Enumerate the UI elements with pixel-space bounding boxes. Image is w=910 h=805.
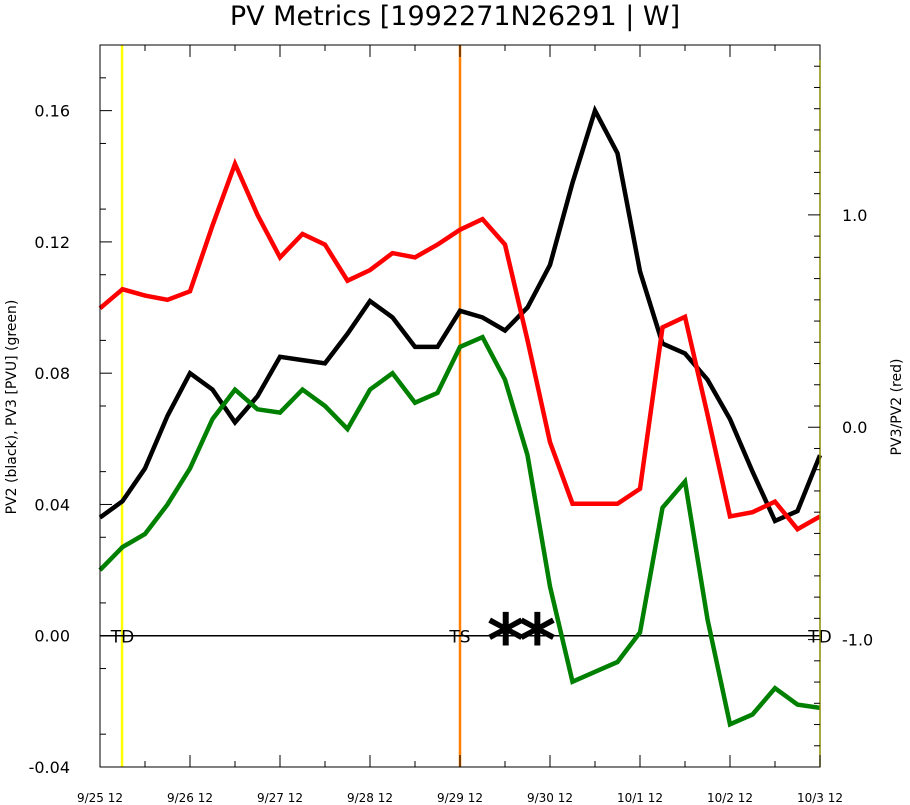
y-right-tick-label-1: 0.0 <box>842 418 867 437</box>
vertical-lines-layer <box>120 45 462 767</box>
pv3-line <box>98 334 821 728</box>
x-tick-label-0: 9/25 12 <box>77 791 123 805</box>
x-tick-label-5: 9/30 12 <box>527 791 573 805</box>
y-left-tick-label-3: 0.08 <box>34 364 70 383</box>
stage-label-0: TD <box>110 628 134 648</box>
axes-layer: -0.04 0.00 0.04 0.08 0.12 0.16 -1.0 0.0 1.0 9/25 … <box>29 45 873 805</box>
pv3-pv2-ratio-line <box>98 157 822 533</box>
y-left-tick-label-5: 0.16 <box>34 102 70 121</box>
y-axis-left-title: PV2 (black), PV3 [PVU] (green) <box>4 300 20 515</box>
y-axis-right-title: PV3/PV2 (red) <box>889 359 905 456</box>
y-right-tick-label-0: -1.0 <box>842 631 873 650</box>
x-tick-label-3: 9/28 12 <box>347 791 393 805</box>
asterisk-marker-0: ** <box>487 599 556 683</box>
x-tick-label-7: 10/2 12 <box>707 791 753 805</box>
y-left-tick-label-0: -0.04 <box>29 758 70 777</box>
series-layer <box>98 104 823 728</box>
y-left-tick-label-2: 0.04 <box>34 495 70 514</box>
y-right-tick-label-2: 1.0 <box>842 206 867 225</box>
x-tick-label-6: 10/1 12 <box>617 791 663 805</box>
x-tick-label-4: 9/29 12 <box>437 791 483 805</box>
y-left-tick-label-4: 0.12 <box>34 233 70 252</box>
pv2-line <box>98 104 823 524</box>
stage-label-1: TS <box>448 628 470 648</box>
chart-title: PV Metrics [1992271N26291 | W] <box>230 1 680 32</box>
x-tick-label-1: 9/26 12 <box>167 791 213 805</box>
y-left-tick-label-1: 0.00 <box>34 627 70 646</box>
x-tick-label-8: 10/3 12 <box>797 791 843 805</box>
labels-layer: TD TS TD** <box>110 599 832 683</box>
x-tick-label-2: 9/27 12 <box>257 791 303 805</box>
